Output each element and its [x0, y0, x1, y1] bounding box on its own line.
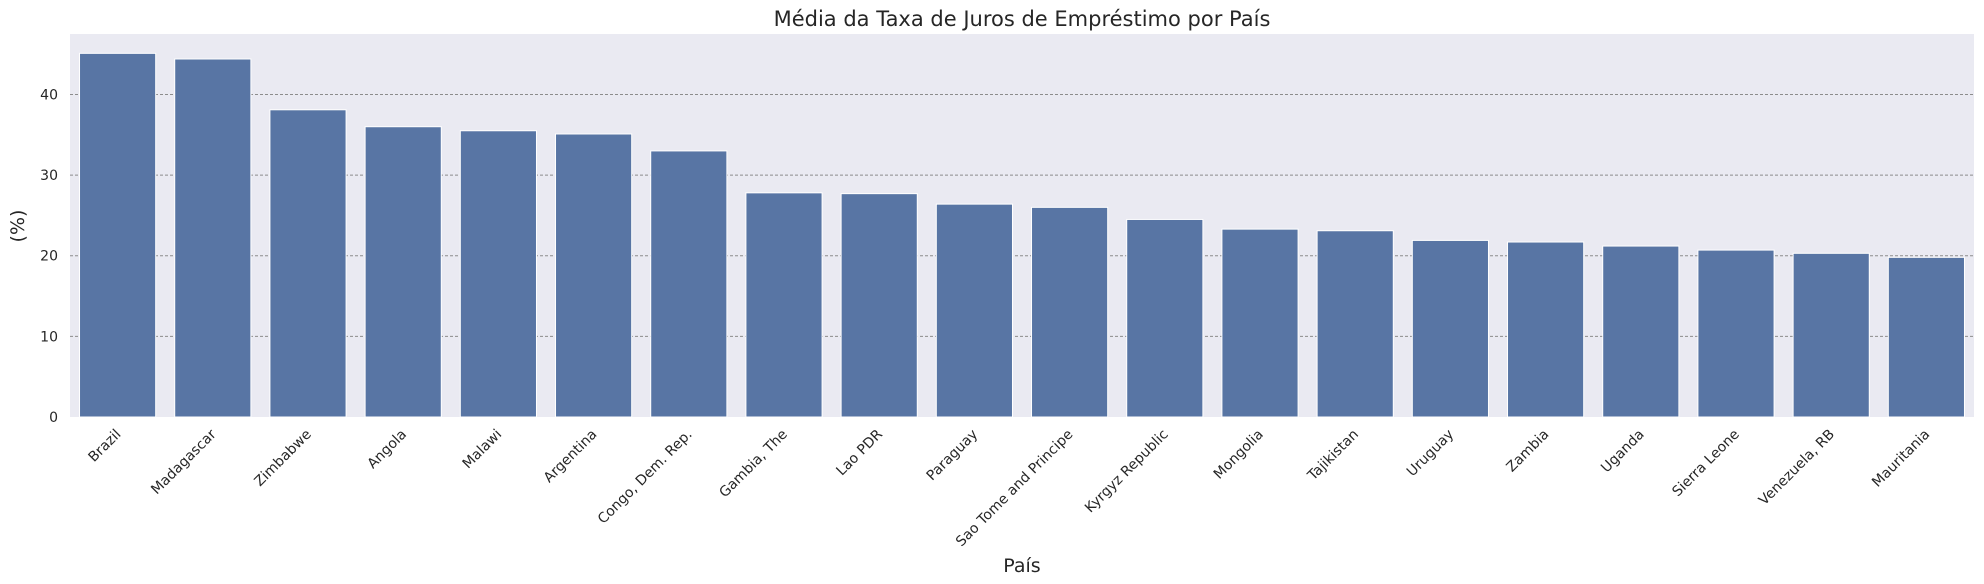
bar [935, 203, 1013, 418]
x-tick-label: Zimbabwe [252, 427, 315, 490]
bar [745, 192, 823, 418]
x-tick-label: Argentina [541, 427, 601, 487]
bar [1126, 218, 1204, 418]
x-tick-label: Mauritania [1869, 427, 1933, 491]
chart-title: Média da Taxa de Juros de Empréstimo por… [774, 7, 1271, 31]
x-axis-label: País [1003, 555, 1040, 577]
bar [1221, 228, 1299, 418]
bar [79, 52, 157, 418]
y-axis-label: (%) [7, 210, 29, 243]
y-tick-label: 40 [40, 87, 58, 103]
y-tick-label: 20 [40, 249, 58, 265]
y-tick-label: 0 [49, 410, 58, 426]
bar [1316, 230, 1394, 418]
x-tick-label: Madagascar [148, 426, 220, 498]
x-tick-label: Zambia [1504, 427, 1553, 476]
bar [364, 126, 442, 418]
bars [79, 52, 1965, 418]
bar [555, 133, 633, 418]
y-tick-label: 30 [40, 168, 58, 184]
bar [1697, 249, 1775, 418]
x-axis-ticks: Brazil Madagascar Zimbabwe Angola Malawi Arge… [85, 426, 1933, 550]
x-tick-label: Mongolia [1211, 427, 1267, 483]
x-tick-label: Kyrgyz Republic [1082, 427, 1172, 517]
bar [1792, 252, 1870, 418]
bar [1031, 206, 1109, 418]
bar [459, 130, 537, 418]
bar [1411, 239, 1489, 418]
bar [650, 150, 728, 418]
bar [840, 193, 918, 418]
x-tick-label: Tajikistan [1304, 427, 1362, 485]
bar [269, 109, 347, 418]
x-tick-label: Paraguay [924, 427, 982, 485]
bar [1887, 256, 1965, 418]
bar [1507, 241, 1585, 418]
x-tick-label: Malawi [460, 427, 506, 473]
x-tick-label: Brazil [85, 427, 124, 466]
x-tick-label: Uganda [1598, 427, 1648, 477]
y-tick-label: 10 [40, 329, 58, 345]
plot-background [70, 34, 1974, 417]
x-tick-label: Gambia, The [716, 427, 791, 502]
bar [1602, 245, 1680, 418]
x-tick-label: Lao PDR [833, 426, 886, 479]
x-tick-label: Venezuela, RB [1756, 427, 1838, 509]
x-tick-label: Congo, Dem. Rep. [595, 427, 696, 528]
bar [174, 58, 252, 418]
x-tick-label: Sierra Leone [1669, 427, 1742, 500]
x-tick-label: Angola [365, 427, 411, 473]
x-tick-label: Uruguay [1404, 427, 1457, 480]
y-axis-ticks: 0 10 20 30 40 [40, 87, 58, 426]
